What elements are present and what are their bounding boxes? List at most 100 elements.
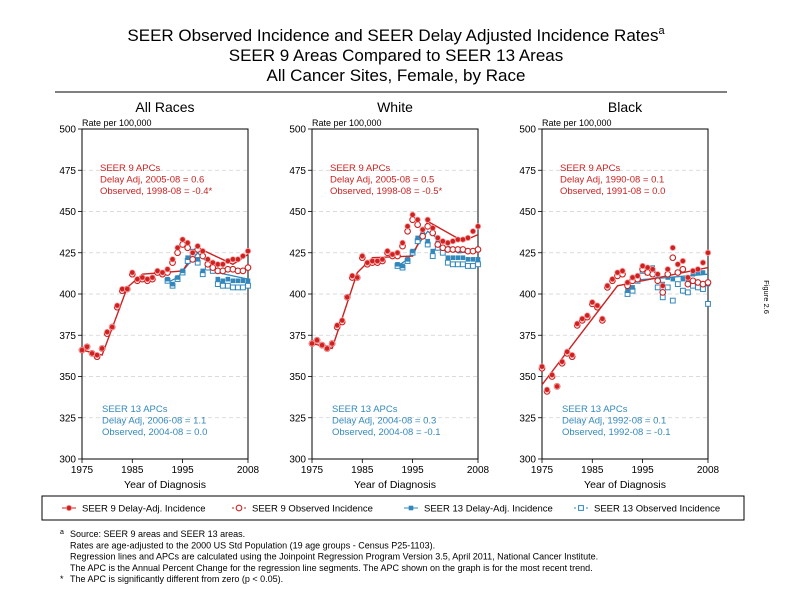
seer9-delay-adj-point — [349, 272, 356, 279]
seer13-observed-point — [245, 282, 251, 289]
x-tick-label: 1995 — [401, 465, 424, 476]
seer13-delay-adj-point — [630, 285, 635, 290]
seer13-observed-point — [460, 261, 466, 268]
legend: SEER 9 Delay-Adj. Incidence SEER 9 Observ… — [62, 504, 720, 515]
seer13-delay-adj-point — [425, 238, 430, 244]
apc-seer9-text: Delay Adj, 1990-08 = 0.1 — [560, 175, 664, 186]
seer9-delay-adj-point — [229, 256, 237, 263]
seer13-delay-adj-point — [680, 276, 686, 282]
apc-seer9-text: Delay Adj, 2005-08 = 0.6 — [100, 175, 204, 186]
apc-seer13-text: Delay Adj, 1992-08 = 0.1 — [562, 416, 666, 427]
apc-seer13-text: Delay Adj, 2006-08 = 1.1 — [102, 416, 206, 427]
y-axis-label: Rate per 100,000 — [312, 118, 382, 128]
plot-frame — [541, 128, 709, 460]
seer9-delay-adj-point — [543, 386, 551, 393]
x-axis-label: Year of Diagnosis — [354, 479, 436, 491]
seer9-delay-adj-point — [308, 340, 316, 347]
seer13-delay-adj-point — [405, 257, 410, 262]
legend-marker — [408, 505, 414, 511]
x-tick-label: 1985 — [121, 465, 144, 476]
y-tick-label: 300 — [519, 455, 536, 466]
y-tick-label: 475 — [519, 166, 536, 177]
seer13-delay-adj-point — [195, 257, 200, 262]
seer13-delay-adj-point — [445, 255, 451, 260]
panel-title: White — [377, 99, 413, 115]
legend-label: SEER 13 Observed Incidence — [594, 504, 720, 515]
seer9-delay-adj-point — [244, 248, 252, 255]
seer13-delay-adj-point — [695, 270, 701, 275]
seer9-delay-adj-point — [454, 236, 461, 243]
seer9-delay-adj-point — [104, 328, 111, 336]
seer9-delay-adj-point — [538, 363, 546, 370]
seer13-observed-point — [664, 284, 671, 291]
y-axis-label: Rate per 100,000 — [82, 118, 152, 128]
seer9-delay-adj-point — [313, 337, 321, 344]
seer9-delay-adj-point — [114, 302, 121, 309]
apc-seer9-text: Delay Adj, 2005-08 = 0.5 — [330, 175, 434, 186]
plot-frame — [311, 128, 479, 460]
seer13-delay-adj-point — [455, 255, 461, 260]
seer9-delay-adj-point — [449, 238, 456, 245]
seer9-delay-adj-point — [394, 249, 401, 256]
apc-seer13-text: Observed, 2004-08 = -0.1 — [332, 427, 441, 438]
y-tick-label: 350 — [59, 372, 76, 383]
apc-seer13-text: SEER 13 APCs — [562, 404, 628, 415]
seer13-observed-point — [449, 261, 456, 268]
seer9-delay-adj-point — [679, 257, 686, 265]
apc-seer9-text: Observed, 1998-08 = -0.4* — [100, 186, 213, 197]
seer9-delay-adj-point — [444, 239, 451, 246]
y-tick-label: 500 — [519, 125, 536, 136]
seer9-delay-adj-point — [139, 274, 146, 281]
seer9-observed-point — [704, 279, 712, 286]
seer13-delay-adj-point — [170, 281, 175, 287]
y-tick-label: 475 — [59, 166, 76, 177]
seer9-delay-adj-point — [99, 345, 106, 352]
seer9-delay-adj-point — [599, 315, 606, 322]
seer13-observed-point — [429, 253, 436, 259]
seer9-delay-adj-point — [464, 234, 472, 241]
seer13-observed-point — [669, 297, 676, 304]
seer9-delay-adj-point — [469, 228, 477, 235]
apc-seer13-text: Delay Adj, 2004-08 = 0.3 — [332, 416, 436, 427]
seer9-delay-adj-point — [644, 264, 651, 271]
seer9-delay-adj-point — [669, 244, 676, 251]
y-tick-label: 375 — [59, 331, 76, 342]
seer9-delay-adj-point — [649, 266, 656, 273]
seer9-delay-adj-point — [119, 285, 126, 293]
figure-number-label: Figure 2.6 — [762, 280, 771, 314]
seer9-delay-adj-point — [389, 251, 396, 258]
seer13-observed-point — [654, 284, 661, 291]
seer13-observed-point — [475, 261, 481, 268]
seer9-observed-point — [189, 256, 197, 263]
legend-marker — [235, 504, 243, 512]
y-tick-label: 475 — [289, 166, 306, 177]
seer9-delay-adj-point — [419, 226, 426, 233]
seer9-delay-adj-point — [134, 276, 141, 283]
seer9-observed-point — [239, 267, 247, 275]
seer13-delay-adj-point — [415, 235, 420, 241]
seer9-observed-point — [669, 254, 677, 262]
chart-title-line3: All Cancer Sites, Female, by Race — [267, 66, 526, 85]
seer9-delay-adj-point — [474, 223, 482, 230]
seer9-delay-adj-point — [579, 315, 586, 322]
seer9-delay-adj-point — [704, 249, 712, 256]
y-tick-label: 500 — [289, 125, 306, 136]
y-tick-label: 325 — [289, 413, 306, 424]
seer13-delay-adj-point — [200, 268, 206, 274]
seer13-observed-point — [240, 284, 246, 291]
seer9-delay-adj-point — [384, 248, 391, 255]
seer13-delay-adj-point — [410, 248, 415, 254]
x-tick-label: 2008 — [697, 465, 720, 476]
seer13-observed-point — [684, 289, 691, 296]
seer9-delay-adj-point — [169, 256, 176, 263]
seer9-observed-point — [419, 232, 427, 240]
seer9-delay-adj-point — [339, 317, 346, 324]
seer13-delay-adj-point — [430, 248, 436, 254]
seer9-delay-adj-point — [124, 285, 131, 293]
apc-seer13-text: Observed, 1992-08 = -0.1 — [562, 427, 671, 438]
x-axis-label: Year of Diagnosis — [584, 479, 666, 491]
seer9-observed-point — [244, 264, 252, 271]
apc-seer9-text: SEER 9 APCs — [330, 163, 390, 174]
plot-frame — [81, 128, 249, 460]
seer9-delay-adj-point — [604, 282, 611, 289]
